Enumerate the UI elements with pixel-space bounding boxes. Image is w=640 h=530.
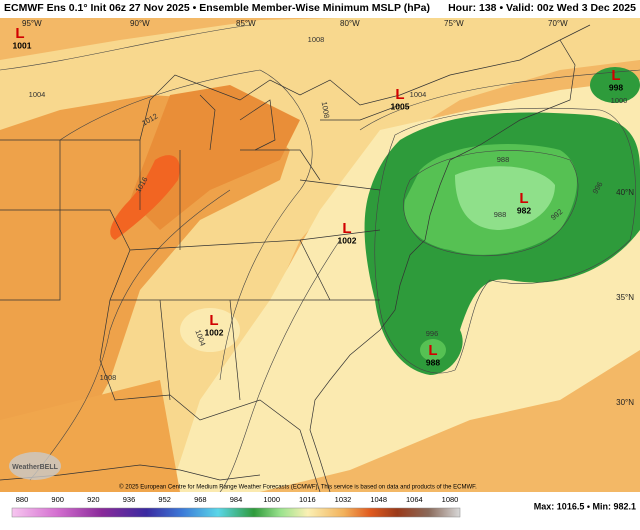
contour [59, 69, 313, 381]
low-pressure: 1005 [391, 101, 410, 111]
low-symbol: L [342, 220, 351, 237]
lake-shore [199, 94, 401, 151]
low-pressure: 988 [426, 357, 440, 367]
contour-label: 1008 [308, 35, 325, 44]
contour-label: 1008 [320, 101, 332, 119]
lon-label: 75°W [444, 19, 464, 28]
low-pressure: 1002 [205, 327, 224, 337]
lon-label: 70°W [548, 19, 568, 28]
lon-label: 85°W [236, 19, 256, 28]
border [0, 209, 321, 493]
contour [374, 107, 636, 374]
field-max [110, 155, 180, 240]
low-pressure: 1002 [338, 235, 357, 245]
colorbar-tick-label: 1000 [263, 495, 280, 504]
colorbar-tick-label: 920 [87, 495, 100, 504]
lon-label: 90°W [130, 19, 150, 28]
low-symbol: L [395, 86, 404, 103]
colorbar-tick-label: 1080 [442, 495, 459, 504]
contour-label: 988 [497, 155, 510, 164]
lat-label: 35°N [616, 293, 634, 302]
low-symbol: L [428, 342, 437, 359]
colorbar-tick-label: 900 [51, 495, 64, 504]
contour-label: 1004 [410, 90, 427, 99]
low-pressure: 1001 [13, 40, 32, 50]
lat-label: 30°N [616, 398, 634, 407]
colorbar-tick-label: 984 [230, 495, 243, 504]
map [0, 18, 640, 493]
header-right: Hour: 138 • Valid: 00z Wed 3 Dec 2025 [448, 2, 636, 14]
colorbar-tick-label: 1064 [406, 495, 423, 504]
contour-label: 988 [494, 210, 507, 219]
logo: WeatherBELL [12, 464, 58, 471]
border [0, 140, 381, 401]
header-left: ECMWF Ens 0.1° Init 06z 27 Nov 2025 • En… [4, 2, 430, 14]
coastline [309, 39, 576, 493]
lon-label: 80°W [340, 19, 360, 28]
low-symbol: L [15, 25, 24, 42]
low-symbol: L [611, 67, 620, 84]
colorbar-tick-label: 1016 [299, 495, 316, 504]
colorbar-tick-label: 1048 [370, 495, 387, 504]
colorbar-tick-label: 1032 [335, 495, 352, 504]
stats: Max: 1016.5 • Min: 982.1 [534, 501, 636, 511]
lon-label: 95°W [22, 19, 42, 28]
colorbar-tick-label: 936 [123, 495, 136, 504]
colorbar [11, 507, 461, 518]
field-pale2 [180, 308, 240, 352]
low-pressure: 982 [517, 205, 531, 215]
field-green4 [420, 339, 446, 361]
contour-label: 1008 [100, 373, 117, 382]
contour-label: 1000 [611, 96, 628, 105]
low-symbol: L [209, 312, 218, 329]
field-orange [0, 95, 290, 480]
border [0, 24, 591, 141]
colorbar-tick-label: 880 [16, 495, 29, 504]
contour [219, 239, 341, 493]
low-pressure: 998 [609, 82, 623, 92]
field-green5 [590, 67, 640, 103]
copyright: © 2025 European Centre for Medium Range … [119, 484, 477, 491]
contour-label: 996 [426, 329, 439, 338]
low-symbol: L [519, 190, 528, 207]
field-orange2 [130, 85, 300, 230]
colorbar-tick-label: 952 [158, 495, 171, 504]
lat-label: 40°N [616, 188, 634, 197]
contour [359, 69, 640, 131]
gulf-coast [0, 464, 261, 481]
contour-label: 1004 [29, 90, 46, 99]
field-green3 [455, 166, 555, 230]
logo-badge [9, 452, 61, 480]
contour [0, 24, 251, 71]
colorbar-tick-label: 968 [194, 495, 207, 504]
colorbar-ticks: 880 900 920 936 952 968 984 1000 1016 1032 1048 106… [16, 495, 459, 504]
contour [403, 150, 579, 257]
